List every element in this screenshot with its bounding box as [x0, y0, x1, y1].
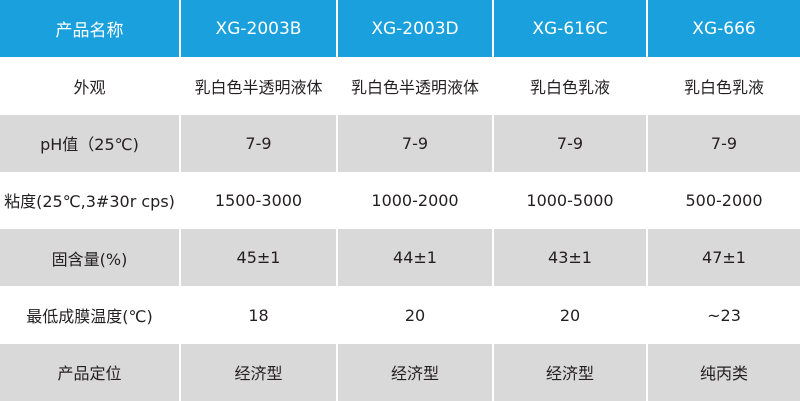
table-cell: 7-9 [492, 114, 647, 172]
table-cell: 乳白色乳液 [492, 57, 647, 115]
table-cell: 乳白色半透明液体 [336, 57, 493, 115]
row-label: 粘度(25℃,3#30r cps) [0, 171, 180, 230]
table-cell: 47±1 [646, 229, 800, 287]
table-cell: 7-9 [179, 114, 337, 172]
row-label: 外观 [0, 57, 180, 115]
table-row: 粘度(25℃,3#30r cps) 1500-3000 1000-2000 1000-… [0, 171, 800, 230]
table-cell: ~23 [646, 286, 800, 344]
row-label: pH值（25℃) [0, 114, 180, 172]
table-row: 最低成膜温度(℃) 18 20 20 ~23 [0, 286, 800, 344]
row-label: 产品定位 [0, 343, 180, 401]
table-cell: 经济型 [492, 343, 647, 401]
table-cell: 1000-2000 [336, 171, 493, 230]
table-cell: 20 [492, 286, 647, 344]
header-cell: XG-666 [646, 0, 800, 58]
table-cell: 经济型 [179, 343, 337, 401]
table-cell: 45±1 [179, 229, 337, 287]
table-cell: 乳白色半透明液体 [179, 57, 337, 115]
header-cell: XG-2003D [336, 0, 493, 58]
table-cell: 7-9 [646, 114, 800, 172]
table-cell: 18 [179, 286, 337, 344]
table-row: 外观 乳白色半透明液体 乳白色半透明液体 乳白色乳液 乳白色乳液 [0, 57, 800, 115]
header-cell: XG-2003B [179, 0, 337, 58]
table-row: 固含量(%) 45±1 44±1 43±1 47±1 [0, 229, 800, 287]
table-cell: 1000-5000 [492, 171, 647, 230]
table-cell: 1500-3000 [179, 171, 337, 230]
table-cell: 500-2000 [646, 171, 800, 230]
table-cell: 纯丙类 [646, 343, 800, 401]
table-cell: 44±1 [336, 229, 493, 287]
header-cell: XG-616C [492, 0, 647, 58]
header-row: 产品名称 XG-2003B XG-2003D XG-616C XG-666 [0, 0, 800, 58]
table-cell: 7-9 [336, 114, 493, 172]
table-cell: 43±1 [492, 229, 647, 287]
table-cell: 乳白色乳液 [646, 57, 800, 115]
row-label: 最低成膜温度(℃) [0, 286, 180, 344]
header-cell: 产品名称 [0, 0, 180, 58]
table-row: 产品定位 经济型 经济型 经济型 纯丙类 [0, 343, 800, 401]
table-row: pH值（25℃) 7-9 7-9 7-9 7-9 [0, 114, 800, 172]
row-label: 固含量(%) [0, 229, 180, 287]
table-cell: 20 [336, 286, 493, 344]
table-cell: 经济型 [336, 343, 493, 401]
